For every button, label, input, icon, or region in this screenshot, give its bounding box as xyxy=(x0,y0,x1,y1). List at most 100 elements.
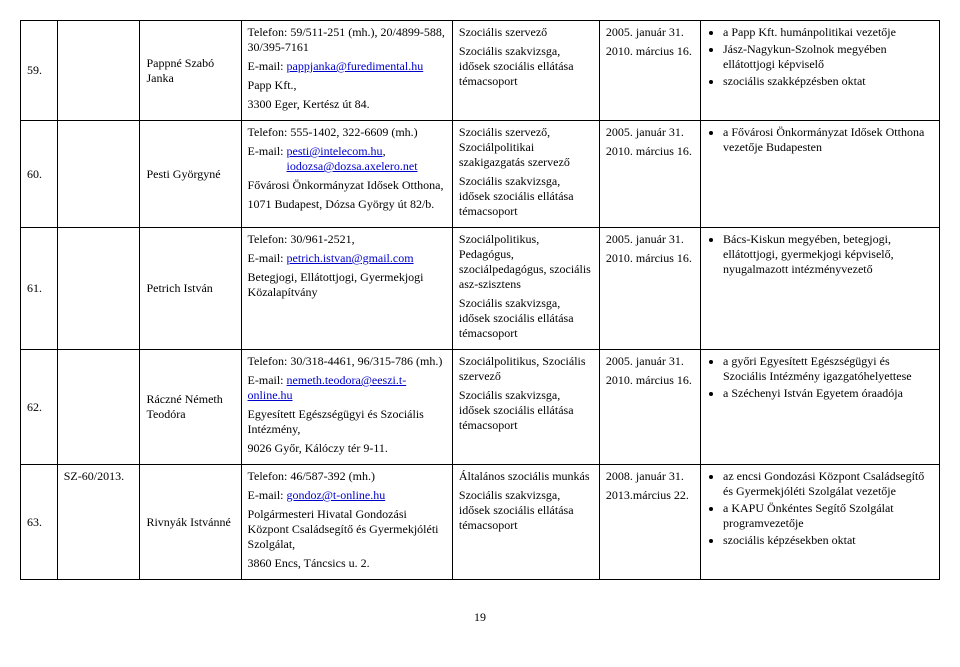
date-cell: 2005. január 31. 2010. március 16. xyxy=(599,21,700,121)
notes-list: a Papp Kft. humánpolitikai vezetője Jász-… xyxy=(707,25,933,89)
role-line: Szociális szakvizsga, idősek szociális e… xyxy=(459,388,593,433)
date-line: 2010. március 16. xyxy=(606,251,694,266)
role-line: Szociálpolitikus, Szociális szervező xyxy=(459,354,593,384)
date-line: 2005. január 31. xyxy=(606,25,694,40)
role-line: Szociálpolitikus, Pedagógus, szociálpeda… xyxy=(459,232,593,292)
email-link[interactable]: petrich.istvan@gmail.com xyxy=(287,251,414,265)
email-link[interactable]: iodozsa@dozsa.axelero.net xyxy=(287,159,418,173)
date-line: 2005. január 31. xyxy=(606,354,694,369)
table-row: 62.Ráczné Németh TeodóraTelefon: 30/318-… xyxy=(21,350,940,465)
contact-line: Fővárosi Önkormányzat Idősek Otthona, xyxy=(248,178,446,193)
email-link[interactable]: pesti@intelecom.hu xyxy=(287,144,383,158)
contact-line: Telefon: 30/318-4461, 96/315-786 (mh.) xyxy=(248,354,446,369)
contact-cell: Telefon: 59/511-251 (mh.), 20/4899-588, … xyxy=(241,21,452,121)
date-line: 2013.március 22. xyxy=(606,488,694,503)
contact-line: 9026 Győr, Kálóczy tér 9-11. xyxy=(248,441,446,456)
date-line: 2005. január 31. xyxy=(606,232,694,247)
file-number xyxy=(57,121,140,228)
notes-cell: a győri Egyesített Egészségügyi és Szoci… xyxy=(701,350,940,465)
role-cell: Szociális szervező Szociális szakvizsga, … xyxy=(452,21,599,121)
notes-item: a győri Egyesített Egészségügyi és Szoci… xyxy=(723,354,933,384)
file-number xyxy=(57,350,140,465)
page-number: 19 xyxy=(20,610,940,625)
email-line: E-mail: pesti@intelecom.hu, iodozsa@dozs… xyxy=(248,144,446,174)
date-line: 2005. január 31. xyxy=(606,125,694,140)
role-line: Szociális szervező, Szociálpolitikai sza… xyxy=(459,125,593,170)
date-cell: 2005. január 31. 2010. március 16. xyxy=(599,350,700,465)
row-number: 60. xyxy=(21,121,58,228)
email-line: E-mail: nemeth.teodora@eeszi.t-online.hu xyxy=(248,373,446,403)
data-table: 59. Pappné Szabó JankaTelefon: 59/511-251… xyxy=(20,20,940,580)
person-name: Pappné Szabó Janka xyxy=(140,21,241,121)
notes-item: szociális képzésekben oktat xyxy=(723,533,933,548)
email-link[interactable]: pappjanka@furedimental.hu xyxy=(287,59,424,73)
contact-cell: Telefon: 46/587-392 (mh.) E-mail: gondoz@… xyxy=(241,465,452,580)
role-cell: Szociális szervező, Szociálpolitikai sza… xyxy=(452,121,599,228)
date-cell: 2005. január 31. 2010. március 16. xyxy=(599,228,700,350)
notes-list: a győri Egyesített Egészségügyi és Szoci… xyxy=(707,354,933,401)
row-number: 62. xyxy=(21,350,58,465)
date-cell: 2008. január 31. 2013.március 22. xyxy=(599,465,700,580)
row-number: 59. xyxy=(21,21,58,121)
role-line: Szociális szakvizsga, idősek szociális e… xyxy=(459,488,593,533)
notes-cell: a Papp Kft. humánpolitikai vezetője Jász-… xyxy=(701,21,940,121)
table-row: 59. Pappné Szabó JankaTelefon: 59/511-251… xyxy=(21,21,940,121)
email-link[interactable]: nemeth.teodora@eeszi.t-online.hu xyxy=(248,373,407,402)
email-line: E-mail: gondoz@t-online.hu xyxy=(248,488,446,503)
notes-cell: Bács-Kiskun megyében, betegjogi, ellátot… xyxy=(701,228,940,350)
email-link[interactable]: gondoz@t-online.hu xyxy=(287,488,386,502)
contact-line: Egyesített Egészségügyi és Szociális Int… xyxy=(248,407,446,437)
notes-cell: a Fővárosi Önkormányzat Idősek Otthona v… xyxy=(701,121,940,228)
date-line: 2008. január 31. xyxy=(606,469,694,484)
role-cell: Általános szociális munkás Szociális szak… xyxy=(452,465,599,580)
date-cell: 2005. január 31. 2010. március 16. xyxy=(599,121,700,228)
role-cell: Szociálpolitikus, Szociális szervező Szoc… xyxy=(452,350,599,465)
date-line: 2010. március 16. xyxy=(606,373,694,388)
notes-item: Jász-Nagykun-Szolnok megyében ellátottjo… xyxy=(723,42,933,72)
contact-line: 1071 Budapest, Dózsa György út 82/b. xyxy=(248,197,446,212)
notes-item: a Széchenyi István Egyetem óraadója xyxy=(723,386,933,401)
contact-cell: Telefon: 30/961-2521,E-mail: petrich.ist… xyxy=(241,228,452,350)
row-number: 63. xyxy=(21,465,58,580)
notes-item: Bács-Kiskun megyében, betegjogi, ellátot… xyxy=(723,232,933,277)
email-line: E-mail: petrich.istvan@gmail.com xyxy=(248,251,446,266)
notes-list: Bács-Kiskun megyében, betegjogi, ellátot… xyxy=(707,232,933,277)
file-number: SZ-60/2013. xyxy=(57,465,140,580)
role-line: Szociális szakvizsga, idősek szociális e… xyxy=(459,44,593,89)
person-name: Petrich István xyxy=(140,228,241,350)
date-line: 2010. március 16. xyxy=(606,144,694,159)
person-name: Pesti Györgyné xyxy=(140,121,241,228)
contact-line: Telefon: 46/587-392 (mh.) xyxy=(248,469,446,484)
notes-item: a Fővárosi Önkormányzat Idősek Otthona v… xyxy=(723,125,933,155)
contact-line: 3860 Encs, Táncsics u. 2. xyxy=(248,556,446,571)
contact-line: Telefon: 59/511-251 (mh.), 20/4899-588, … xyxy=(248,25,446,55)
row-number: 61. xyxy=(21,228,58,350)
notes-item: a Papp Kft. humánpolitikai vezetője xyxy=(723,25,933,40)
file-number xyxy=(57,21,140,121)
contact-line: 3300 Eger, Kertész út 84. xyxy=(248,97,446,112)
contact-line: Betegjogi, Ellátottjogi, Gyermekjogi Köz… xyxy=(248,270,446,300)
contact-line: Polgármesteri Hivatal Gondozási Központ … xyxy=(248,507,446,552)
email-line: E-mail: pappjanka@furedimental.hu xyxy=(248,59,446,74)
person-name: Rivnyák Istvánné xyxy=(140,465,241,580)
notes-item: az encsi Gondozási Központ Családsegítő … xyxy=(723,469,933,499)
table-row: 63.SZ-60/2013.Rivnyák IstvánnéTelefon: 4… xyxy=(21,465,940,580)
notes-list: az encsi Gondozási Központ Családsegítő … xyxy=(707,469,933,548)
notes-item: szociális szakképzésben oktat xyxy=(723,74,933,89)
contact-cell: Telefon: 30/318-4461, 96/315-786 (mh.) E-… xyxy=(241,350,452,465)
role-line: Általános szociális munkás xyxy=(459,469,593,484)
person-name: Ráczné Németh Teodóra xyxy=(140,350,241,465)
notes-item: a KAPU Önkéntes Segítő Szolgálat program… xyxy=(723,501,933,531)
notes-list: a Fővárosi Önkormányzat Idősek Otthona v… xyxy=(707,125,933,155)
role-line: Szociális szakvizsga, idősek szociális e… xyxy=(459,296,593,341)
role-cell: Szociálpolitikus, Pedagógus, szociálpeda… xyxy=(452,228,599,350)
role-line: Szociális szervező xyxy=(459,25,593,40)
contact-cell: Telefon: 555-1402, 322-6609 (mh.) E-mail:… xyxy=(241,121,452,228)
table-row: 60.Pesti GyörgynéTelefon: 555-1402, 322-… xyxy=(21,121,940,228)
contact-line: Telefon: 555-1402, 322-6609 (mh.) xyxy=(248,125,446,140)
date-line: 2010. március 16. xyxy=(606,44,694,59)
table-row: 61. Petrich IstvánTelefon: 30/961-2521,E-… xyxy=(21,228,940,350)
role-line: Szociális szakvizsga, idősek szociális e… xyxy=(459,174,593,219)
file-number xyxy=(57,228,140,350)
notes-cell: az encsi Gondozási Központ Családsegítő … xyxy=(701,465,940,580)
